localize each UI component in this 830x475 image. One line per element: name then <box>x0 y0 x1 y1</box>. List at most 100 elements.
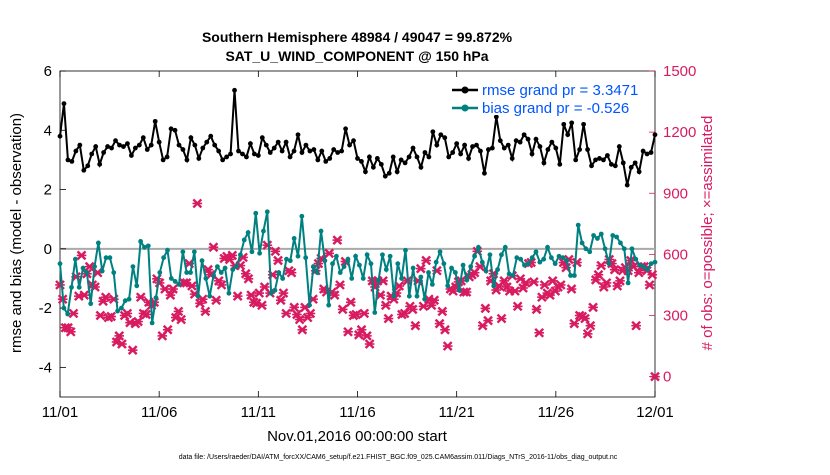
obs-point <box>440 324 450 335</box>
bias-point <box>357 262 362 268</box>
bias-point <box>276 270 282 275</box>
y-left-tick-label: 0 <box>44 241 52 258</box>
rmse-point <box>236 148 241 154</box>
bias-point <box>214 264 220 269</box>
bias-point <box>326 302 332 308</box>
bias-point <box>433 259 439 265</box>
rmse-point <box>454 141 460 147</box>
rmse-point <box>307 148 313 154</box>
obs-point <box>593 269 604 280</box>
obs-point <box>329 290 340 300</box>
bias-point <box>88 301 94 307</box>
obs-point <box>246 290 257 300</box>
rmse-point <box>200 145 206 151</box>
y-left-tick-label: 4 <box>44 122 52 139</box>
bias-point <box>253 210 259 216</box>
rmse-point <box>541 160 547 166</box>
rmse-point <box>486 147 491 152</box>
obs-point <box>122 308 133 319</box>
bias-point <box>637 262 643 268</box>
bias-point <box>84 270 90 275</box>
y-left-tick-label: -4 <box>39 359 52 376</box>
rmse-point <box>148 142 154 148</box>
bias-point <box>483 268 489 274</box>
obs-point <box>114 331 125 341</box>
y-axis-label-left: rmse and bias (model - observation) <box>8 113 25 353</box>
rmse-point <box>482 170 487 176</box>
rmse-point <box>450 150 456 155</box>
rmse-point <box>648 150 654 155</box>
rmse-point <box>466 156 471 161</box>
bias-point <box>368 261 374 267</box>
obs-point <box>332 235 343 245</box>
bias-point <box>652 259 658 265</box>
rmse-point <box>192 142 198 148</box>
obs-point <box>232 291 243 301</box>
bias-point <box>107 255 113 261</box>
rmse-point <box>628 164 634 170</box>
obs-point <box>429 295 440 306</box>
bias-point <box>72 256 78 262</box>
obs-point <box>117 339 127 349</box>
obs-point <box>76 250 87 261</box>
rmse-point <box>561 121 567 127</box>
rmse-point <box>636 169 642 175</box>
rmse-point <box>601 157 606 163</box>
rmse-point <box>573 157 579 163</box>
rmse-point <box>517 139 523 145</box>
obs-point <box>141 309 152 320</box>
rmse-point <box>434 142 440 148</box>
bias-point <box>568 273 573 278</box>
bias-point <box>168 276 174 281</box>
bias-point <box>203 276 209 281</box>
bias-point <box>291 236 297 241</box>
rmse-point <box>184 157 190 163</box>
bias-point <box>414 293 420 299</box>
bias-point <box>514 255 520 261</box>
rmse-point <box>287 154 293 160</box>
rmse-point <box>121 144 126 149</box>
obs-point <box>289 302 300 313</box>
obs-point <box>421 255 432 266</box>
y-right-tick-label: 0 <box>663 369 671 386</box>
obs-point <box>518 283 528 293</box>
legend-label: rmse grand pr = 3.3471 <box>482 82 638 99</box>
rmse-point <box>113 138 118 144</box>
obs-point <box>162 324 173 335</box>
rmse-point <box>402 160 408 166</box>
rmse-point <box>73 148 79 154</box>
rmse-point <box>303 142 309 148</box>
bias-point <box>499 252 504 258</box>
rmse-point <box>513 138 519 144</box>
bias-point <box>138 239 144 244</box>
rmse-point <box>57 133 63 139</box>
obs-point <box>496 313 507 324</box>
obs-point <box>192 198 203 209</box>
bias-point <box>602 246 608 252</box>
rmse-point <box>204 139 210 145</box>
rmse-point <box>93 144 99 149</box>
rmse-point <box>537 144 543 149</box>
x-axis-label: Nov.01,2016 00:00:00 start <box>267 428 448 445</box>
x-tick-label: 11/26 <box>538 404 574 421</box>
bias-point <box>295 253 301 259</box>
bias-point <box>449 265 454 271</box>
rmse-point <box>474 142 479 148</box>
obs-point <box>399 308 410 319</box>
y-right-tick-label: 900 <box>663 185 688 202</box>
bias-point <box>468 264 474 269</box>
rmse-point <box>196 156 202 161</box>
obs-point <box>275 295 286 306</box>
bias-point <box>606 261 612 267</box>
rmse-point <box>295 132 301 138</box>
y-right-tick-label: 1200 <box>663 124 696 141</box>
rmse-point <box>244 154 249 160</box>
bias-point <box>249 249 255 255</box>
rmse-point <box>351 138 356 144</box>
rmse-point <box>212 142 218 148</box>
bias-point <box>303 255 309 261</box>
bias-point <box>99 268 105 274</box>
obs-point <box>294 314 305 325</box>
bias-point <box>552 261 558 267</box>
